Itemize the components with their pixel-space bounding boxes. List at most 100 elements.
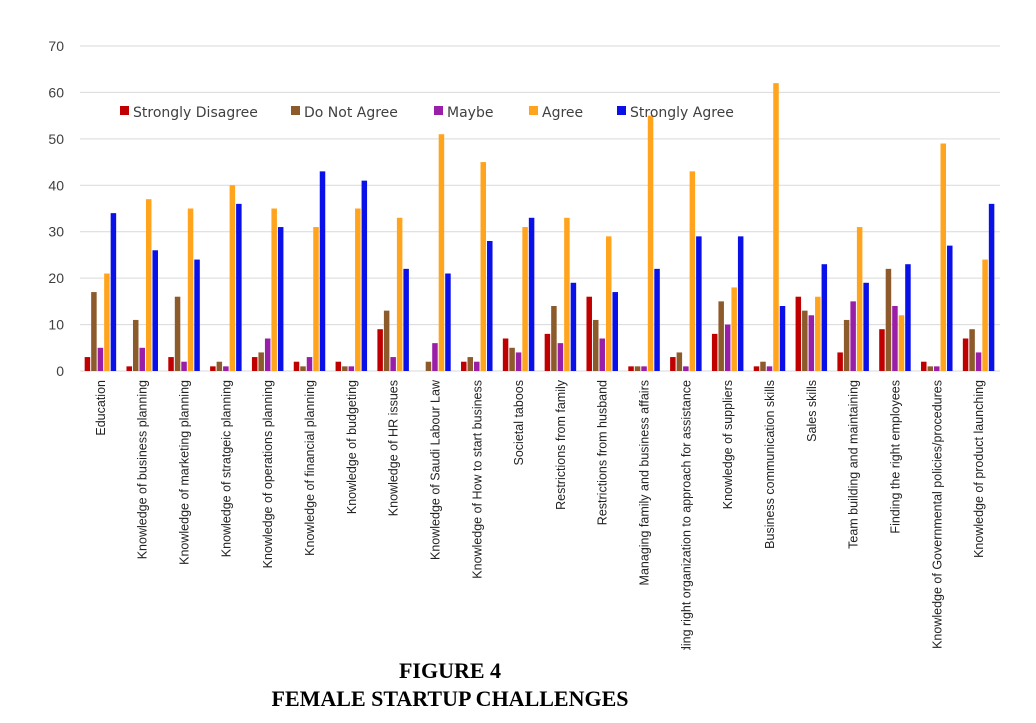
- bar: [181, 361, 187, 371]
- bar: [216, 361, 223, 371]
- y-tick-label: 10: [48, 317, 64, 333]
- bar: [97, 347, 104, 371]
- legend-item: Strongly Disagree: [120, 105, 258, 121]
- bar: [110, 213, 117, 371]
- bar: [795, 296, 802, 371]
- legend-swatch: [617, 106, 626, 115]
- bar: [969, 329, 975, 371]
- legend-label: Do Not Agree: [304, 105, 398, 121]
- bar: [605, 236, 612, 371]
- bar: [145, 199, 152, 371]
- bar: [837, 352, 843, 371]
- bar: [348, 366, 355, 371]
- bar: [355, 208, 361, 371]
- x-tick-label: Societal taboos: [512, 380, 526, 465]
- bar: [815, 296, 821, 371]
- bar: [592, 319, 599, 371]
- bar: [210, 366, 216, 371]
- legend-label: Strongly Agree: [630, 105, 734, 121]
- bar: [174, 296, 181, 371]
- bar: [641, 366, 647, 371]
- bar: [940, 143, 947, 371]
- bar: [570, 282, 577, 371]
- y-tick-label: 70: [48, 38, 64, 54]
- bar: [425, 361, 432, 371]
- x-tick-label: Knowledge of HR issues: [387, 380, 401, 516]
- bar: [551, 306, 557, 371]
- bar: [104, 273, 110, 371]
- y-tick-label: 30: [48, 224, 64, 240]
- bar: [599, 338, 605, 371]
- legend-item: Strongly Agree: [617, 105, 734, 121]
- x-tick-label: Finding the right employees: [889, 380, 903, 534]
- bar: [557, 343, 564, 371]
- bar: [403, 268, 409, 371]
- legend-swatch: [434, 106, 443, 115]
- bar: [982, 259, 988, 371]
- y-tick-label: 50: [48, 131, 64, 147]
- x-tick-label: Knowledge of product launching: [972, 380, 986, 558]
- bar: [731, 287, 737, 371]
- bar: [737, 236, 744, 371]
- x-tick-label: Knowledge of financial planning: [303, 380, 317, 556]
- bar: [564, 217, 570, 371]
- bar: [628, 366, 634, 371]
- x-tick-label: Finding right organization to approach f…: [679, 380, 693, 650]
- y-tick-label: 0: [56, 363, 64, 379]
- bar: [335, 361, 342, 371]
- legend-swatch: [120, 106, 129, 115]
- bar: [502, 338, 509, 371]
- legend-label: Strongly Disagree: [133, 105, 258, 121]
- bar: [773, 83, 779, 371]
- bar: [509, 347, 515, 371]
- bar: [377, 329, 383, 371]
- bar: [612, 292, 618, 371]
- bar: [753, 366, 760, 371]
- bar: [126, 366, 132, 371]
- bar: [396, 217, 403, 371]
- bar: [487, 241, 493, 371]
- x-tick-label: Knowledge of How to start business: [470, 380, 484, 579]
- x-tick-label: Managing family and business affairs: [638, 380, 652, 585]
- bar: [264, 338, 271, 371]
- bar: [898, 315, 905, 371]
- bar: [223, 366, 229, 371]
- bar: [843, 319, 850, 371]
- x-tick-label: Knowledge of suppliers: [721, 380, 735, 509]
- bar: [168, 357, 174, 371]
- bar: [236, 203, 242, 371]
- bar: [300, 366, 306, 371]
- bar: [251, 357, 258, 371]
- bar: [91, 292, 97, 371]
- bar: [689, 171, 696, 371]
- legend-swatch: [291, 106, 300, 115]
- bar: [474, 361, 480, 371]
- bar: [947, 245, 953, 371]
- bar: [863, 282, 869, 371]
- legend-swatch: [529, 106, 538, 115]
- y-tick-label: 60: [48, 84, 64, 100]
- bar: [586, 296, 592, 371]
- x-tick-label: Restrictions from husband: [596, 380, 610, 525]
- bar-chart: 0 10 20 30 40 50 60 70 Education Knowledge of bu…: [48, 38, 1000, 650]
- legend-label: Maybe: [447, 105, 493, 121]
- bar: [905, 264, 911, 371]
- x-tick-label: Knowledge of budgeting: [345, 380, 359, 514]
- legend-item: Agree: [529, 105, 583, 121]
- bar: [821, 264, 828, 371]
- bar: [988, 203, 995, 371]
- bar: [480, 162, 487, 371]
- bar: [271, 208, 277, 371]
- bar: [647, 115, 654, 371]
- bar: [313, 227, 319, 371]
- bar: [390, 357, 396, 371]
- legend: Strongly Disagree Do Not Agree Maybe Agree S…: [120, 105, 734, 121]
- bar: [132, 319, 139, 371]
- bar: [306, 357, 313, 371]
- bar: [921, 361, 927, 371]
- bar: [760, 361, 766, 371]
- bar: [670, 357, 676, 371]
- figure-title: FEMALE STARTUP CHALLENGES: [271, 686, 629, 711]
- y-tick-label: 40: [48, 177, 64, 193]
- bar: [152, 250, 158, 371]
